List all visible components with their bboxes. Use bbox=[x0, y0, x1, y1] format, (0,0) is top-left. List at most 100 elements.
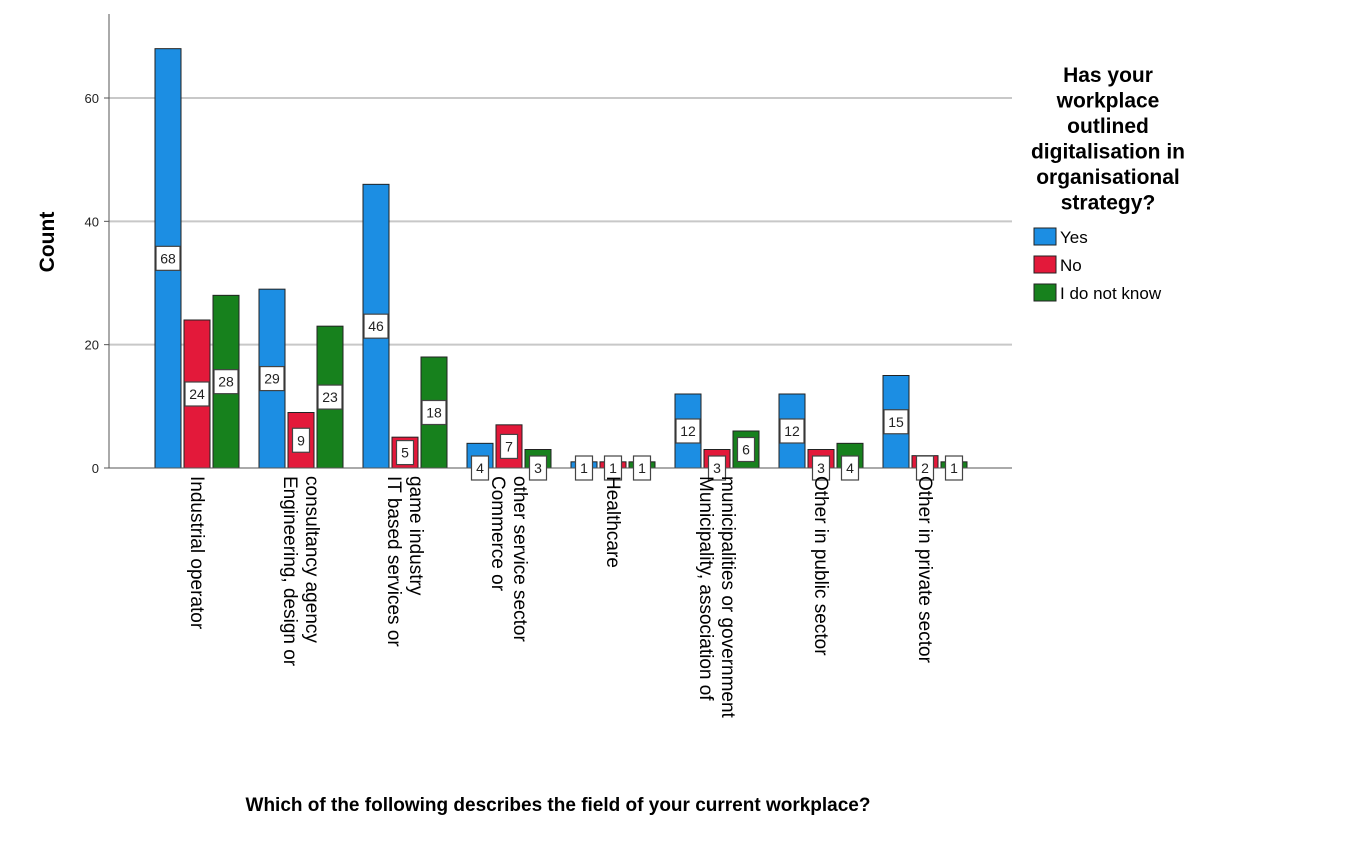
category-label-line: Other in public sector bbox=[810, 476, 831, 656]
category-label-line: IT based services or bbox=[383, 476, 404, 647]
data-label: 4 bbox=[840, 455, 860, 481]
category-label: Commerce orother service sector bbox=[487, 476, 530, 642]
data-label-text: 6 bbox=[742, 442, 750, 458]
category-label: Healthcare bbox=[602, 476, 623, 568]
data-label-box bbox=[259, 365, 285, 392]
data-label: 15 bbox=[883, 409, 909, 435]
data-label: 29 bbox=[259, 365, 285, 392]
data-label-box bbox=[736, 436, 756, 463]
legend-label: Yes bbox=[1060, 228, 1088, 247]
data-labels-layer: 68 29 46 4 1 12 12 15 24 9 5 7 1 3 3 2 28 23 18 3 1 6 4 1 bbox=[155, 245, 964, 481]
data-label-text: 1 bbox=[609, 460, 617, 476]
data-label-text: 7 bbox=[505, 438, 513, 454]
y-tick-label: 60 bbox=[85, 91, 99, 106]
data-label-text: 24 bbox=[189, 386, 205, 402]
data-label: 18 bbox=[421, 399, 447, 426]
data-label: 4 bbox=[470, 455, 490, 481]
category-label-line: Commerce or bbox=[487, 476, 508, 592]
legend-item: Yes bbox=[1033, 227, 1088, 247]
data-label: 5 bbox=[395, 439, 415, 466]
data-label-text: 2 bbox=[921, 460, 929, 476]
data-label-box bbox=[155, 245, 181, 271]
y-axis-title: Count bbox=[36, 212, 59, 273]
data-label-text: 1 bbox=[950, 460, 958, 476]
data-label-box bbox=[317, 384, 343, 410]
data-label: 28 bbox=[213, 369, 239, 395]
legend-swatch bbox=[1033, 227, 1057, 246]
data-label-text: 12 bbox=[784, 423, 800, 439]
category-label-line: game industry bbox=[405, 476, 426, 596]
data-label: 12 bbox=[675, 418, 701, 444]
y-ticks: 0 20 40 60 bbox=[85, 91, 109, 476]
legend-title-line: organisational bbox=[1036, 166, 1180, 189]
y-tick-label: 20 bbox=[85, 338, 99, 353]
data-label-text: 1 bbox=[580, 460, 588, 476]
data-label: 3 bbox=[707, 455, 727, 481]
category-label: Industrial operator bbox=[186, 476, 207, 630]
data-label-box bbox=[421, 399, 447, 426]
data-label-text: 29 bbox=[264, 371, 280, 387]
category-label-line: Engineering, design or bbox=[279, 476, 300, 667]
data-label-text: 9 bbox=[297, 432, 305, 448]
data-label: 23 bbox=[317, 384, 343, 410]
data-label-box bbox=[603, 455, 623, 481]
data-label-text: 46 bbox=[368, 318, 384, 334]
data-label: 46 bbox=[363, 313, 389, 339]
data-label-box bbox=[883, 409, 909, 435]
legend-label: No bbox=[1060, 256, 1082, 275]
data-label-box bbox=[944, 455, 964, 481]
legend-title-line: digitalisation in bbox=[1031, 141, 1185, 164]
data-label-text: 3 bbox=[713, 460, 721, 476]
data-label: 1 bbox=[944, 455, 964, 481]
data-label-box bbox=[470, 455, 490, 481]
legend-label: I do not know bbox=[1060, 284, 1162, 303]
gridlines bbox=[109, 97, 1012, 346]
data-label-box bbox=[779, 418, 805, 444]
data-label-box bbox=[395, 439, 415, 466]
category-label-line: municipalities or government bbox=[717, 476, 738, 719]
data-label: 9 bbox=[291, 427, 311, 453]
category-label: Municipality, association ofmunicipaliti… bbox=[695, 476, 738, 719]
x-axis-title: Which of the following describes the fie… bbox=[246, 795, 871, 816]
data-label-text: 15 bbox=[888, 414, 904, 430]
legend-item: I do not know bbox=[1033, 283, 1162, 303]
data-label-box bbox=[363, 313, 389, 339]
category-label-line: Other in private sector bbox=[914, 476, 935, 664]
data-label-box bbox=[675, 418, 701, 444]
data-label-box bbox=[528, 455, 548, 481]
category-label: Other in private sector bbox=[914, 476, 935, 664]
data-label-text: 5 bbox=[401, 445, 409, 461]
data-label: 1 bbox=[574, 455, 594, 481]
category-label: Engineering, design orconsultancy agency bbox=[279, 476, 322, 667]
data-label-box bbox=[707, 455, 727, 481]
legend-item: No bbox=[1033, 255, 1082, 275]
data-label-text: 23 bbox=[322, 389, 338, 405]
legend-title-line: strategy? bbox=[1061, 192, 1156, 215]
data-label-box bbox=[632, 455, 652, 481]
data-label-box bbox=[915, 455, 935, 481]
legend-swatch bbox=[1033, 255, 1057, 274]
data-label: 6 bbox=[736, 436, 756, 463]
data-label-text: 1 bbox=[638, 460, 646, 476]
category-label-line: consultancy agency bbox=[301, 476, 322, 643]
data-label: 2 bbox=[915, 455, 935, 481]
data-label-box bbox=[213, 369, 239, 395]
data-label-box bbox=[499, 433, 519, 460]
data-label: 68 bbox=[155, 245, 181, 271]
data-label-text: 68 bbox=[160, 250, 176, 266]
data-label-text: 18 bbox=[426, 405, 442, 421]
category-label-line: other service sector bbox=[509, 476, 530, 642]
legend-title-line: workplace bbox=[1056, 90, 1160, 113]
data-label: 12 bbox=[779, 418, 805, 444]
category-label-line: Municipality, association of bbox=[695, 476, 716, 701]
legend-title-line: Has your bbox=[1063, 64, 1153, 87]
data-label-box bbox=[574, 455, 594, 481]
bars-layer bbox=[154, 48, 968, 469]
legend-title-line: outlined bbox=[1067, 115, 1149, 138]
category-label-line: Industrial operator bbox=[186, 476, 207, 630]
data-label: 3 bbox=[811, 455, 831, 481]
y-tick-label: 40 bbox=[85, 214, 99, 229]
data-label: 1 bbox=[603, 455, 623, 481]
